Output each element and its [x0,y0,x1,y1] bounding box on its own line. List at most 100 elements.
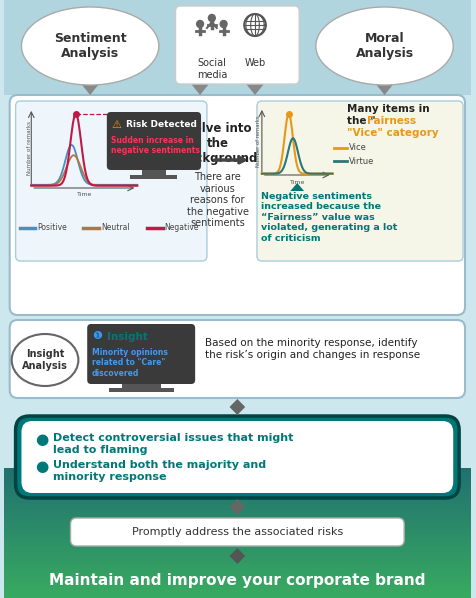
Bar [4,572,471,573]
Bar [4,479,471,480]
Bar [4,511,471,512]
Bar [4,588,471,589]
Bar [4,536,471,537]
Bar [4,586,471,587]
Bar [4,563,471,564]
Circle shape [197,20,204,28]
Bar [4,592,471,593]
Ellipse shape [11,334,79,386]
Bar [4,568,471,569]
Text: Detect controversial issues that might
lead to flaming: Detect controversial issues that might l… [53,433,293,454]
Bar [4,540,471,541]
Text: Virtue: Virtue [349,157,375,166]
Bar [4,539,471,540]
Bar [4,471,471,472]
Bar [4,513,471,514]
Bar [4,591,471,592]
Bar [4,552,471,553]
Bar [4,483,471,484]
Bar [109,388,174,392]
Bar [4,506,471,507]
Text: "Vice" category: "Vice" category [347,128,439,138]
Bar [4,575,471,576]
Bar [4,531,471,532]
FancyBboxPatch shape [21,421,453,493]
Bar [4,495,471,496]
Text: Number of remarks: Number of remarks [27,121,32,175]
Bar [4,582,471,583]
Bar [4,566,471,567]
Text: Web: Web [244,58,266,68]
Bar [4,554,471,555]
Bar [4,482,471,483]
Bar [4,489,471,490]
Text: Many items in: Many items in [347,104,430,114]
Bar [4,584,471,585]
Bar [4,594,471,595]
Bar [4,597,471,598]
Bar [4,484,471,485]
Bar [4,550,471,551]
Bar [4,574,471,575]
Bar [4,519,471,520]
Bar [4,583,471,584]
Bar [4,556,471,557]
Bar [4,538,471,539]
Polygon shape [246,84,264,95]
Bar [142,170,166,176]
Polygon shape [290,183,304,191]
Text: Negative: Negative [165,224,199,233]
Bar [4,559,471,560]
Bar [4,510,471,511]
Bar [4,585,471,586]
Text: Vice: Vice [349,144,367,152]
Text: Social
media: Social media [197,58,227,80]
Bar [4,579,471,580]
Bar [4,468,471,469]
Bar [4,576,471,577]
Text: Neutral: Neutral [101,224,129,233]
Text: Time: Time [77,193,92,197]
Bar [4,573,471,574]
Bar [4,503,471,504]
Text: Sentiment
Analysis: Sentiment Analysis [54,32,127,60]
Bar [4,596,471,597]
Bar [4,507,471,508]
Bar [4,516,471,517]
Bar [4,475,471,476]
Bar [4,95,471,525]
Bar [4,480,471,481]
Bar [4,470,471,471]
FancyBboxPatch shape [70,518,404,546]
Polygon shape [81,84,99,95]
Bar [4,548,471,549]
Bar [4,555,471,556]
Bar [4,544,471,545]
Bar [4,547,471,548]
Polygon shape [229,399,245,415]
Bar [4,541,471,542]
FancyBboxPatch shape [10,320,465,398]
Bar [4,589,471,590]
Bar [4,502,471,503]
Bar [4,533,471,534]
Polygon shape [191,84,209,95]
Text: the ": the " [347,116,376,126]
Ellipse shape [316,7,453,85]
Bar [4,530,471,531]
Polygon shape [229,499,245,515]
Text: Number of remarks: Number of remarks [257,115,261,167]
Text: ●: ● [35,432,49,447]
Bar [4,498,471,499]
FancyBboxPatch shape [176,6,299,84]
Bar [4,476,471,477]
Text: Moral
Analysis: Moral Analysis [356,32,414,60]
Bar [4,595,471,596]
Bar [4,593,471,594]
Bar [4,490,471,491]
Bar [4,527,471,528]
Bar [4,517,471,518]
Bar [4,535,471,536]
Bar [4,562,471,563]
Text: There are
various
reasons for
the negative
sentiments: There are various reasons for the negati… [187,172,249,228]
